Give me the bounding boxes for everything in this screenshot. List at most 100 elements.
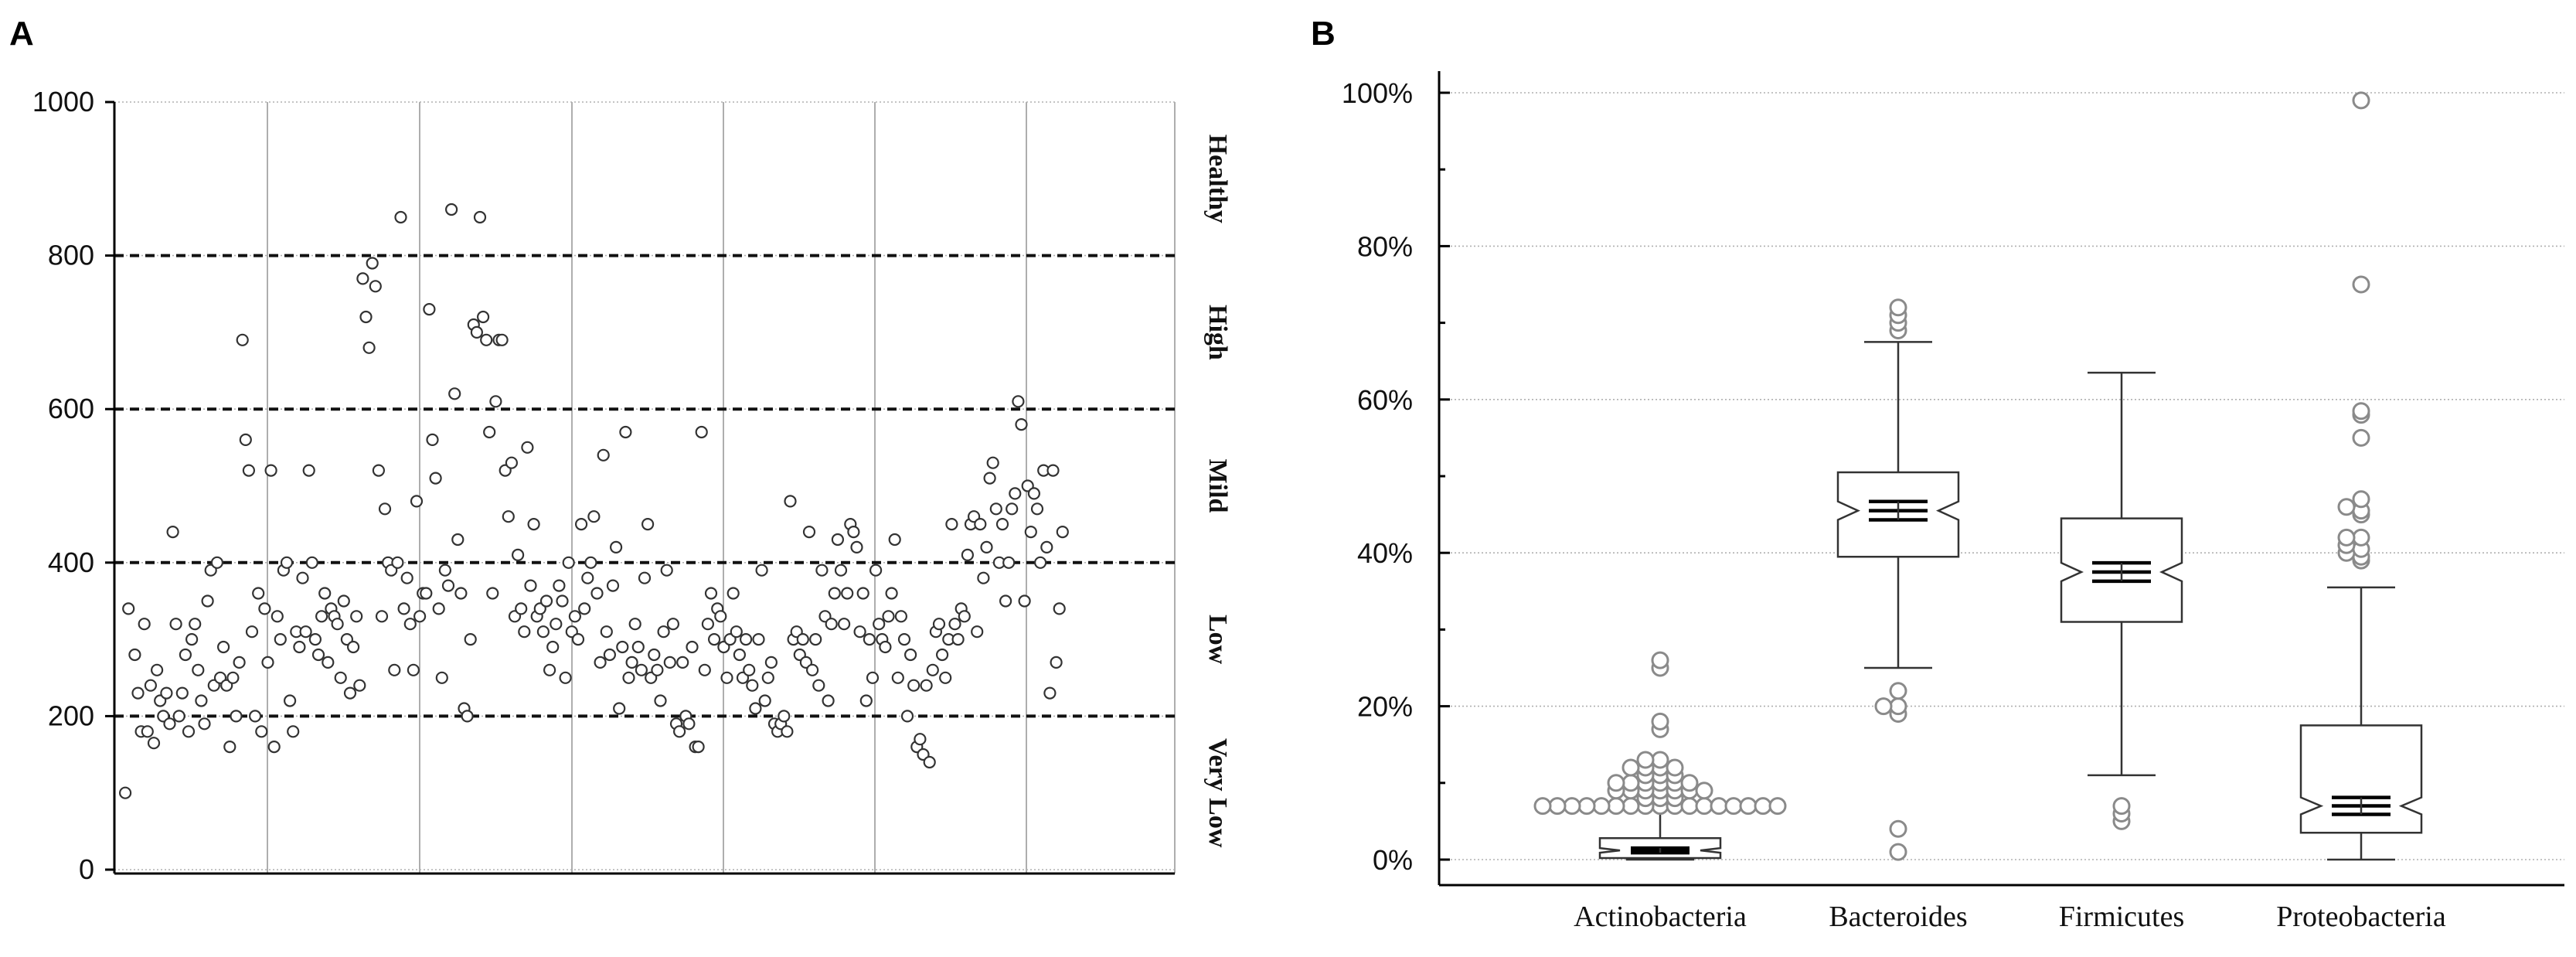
y-tick-label: 20%	[1357, 691, 1413, 723]
data-point	[388, 663, 401, 676]
data-point	[980, 540, 993, 554]
data-point	[334, 671, 347, 684]
data-point	[473, 210, 487, 224]
data-point	[495, 333, 509, 346]
outlier-point	[1577, 797, 1596, 816]
data-point	[1002, 556, 1016, 569]
data-point	[141, 725, 154, 738]
data-point	[739, 632, 753, 646]
data-point	[590, 587, 604, 600]
data-point	[407, 663, 420, 676]
data-point	[166, 525, 179, 539]
panel-a: A 0 200 400 600 800 1000 Healthy High Mild Low Ve…	[9, 15, 1232, 885]
outlier-point	[2112, 797, 2131, 816]
outlier-point	[1621, 774, 1640, 792]
data-point	[885, 587, 898, 600]
data-point	[761, 671, 774, 684]
data-point	[1027, 487, 1041, 500]
data-point	[923, 755, 936, 769]
data-point	[1056, 525, 1069, 539]
data-point	[651, 663, 664, 676]
data-point	[971, 625, 984, 639]
data-point	[423, 303, 436, 316]
data-point	[704, 587, 718, 600]
outlier-point	[1739, 797, 1758, 816]
outlier-point	[1695, 782, 1713, 800]
data-point	[454, 587, 468, 600]
data-point	[676, 656, 689, 669]
outlier-point	[2352, 528, 2370, 547]
data-point	[562, 556, 575, 569]
outlier-point	[1607, 797, 1625, 816]
data-point	[185, 632, 199, 646]
data-point	[834, 564, 848, 577]
outlier-point	[2337, 528, 2356, 547]
data-point	[331, 618, 344, 631]
outlier-point	[1533, 797, 1552, 816]
data-point	[400, 571, 413, 584]
data-point	[429, 472, 442, 485]
data-point	[809, 632, 822, 646]
panel-b-category-labels: Actinobacteria Bacteroides Firmicutes Prote…	[1574, 901, 2446, 933]
outlier-point	[1621, 797, 1640, 816]
data-point	[410, 495, 424, 508]
data-point	[692, 740, 705, 754]
data-point	[778, 710, 791, 723]
data-point	[464, 632, 477, 646]
data-point	[625, 656, 638, 669]
data-point	[448, 387, 461, 400]
category-label: Actinobacteria	[1574, 901, 1747, 933]
data-point	[672, 725, 686, 738]
data-point	[403, 618, 417, 631]
data-point	[527, 517, 540, 531]
outlier-point	[1680, 774, 1699, 792]
data-point	[397, 602, 410, 615]
data-point	[1009, 487, 1022, 500]
data-point	[727, 587, 740, 600]
data-point	[486, 587, 499, 600]
data-point	[882, 610, 895, 623]
box-proteobacteria	[2299, 91, 2423, 861]
outlier-point	[1889, 819, 1907, 838]
y-tick-label: 40%	[1357, 537, 1413, 569]
data-point	[305, 556, 318, 569]
data-point	[223, 740, 237, 754]
data-point	[935, 648, 949, 662]
data-point	[1030, 502, 1044, 516]
data-point	[189, 618, 202, 631]
data-point	[451, 533, 464, 547]
data-point	[597, 448, 610, 461]
data-point	[195, 694, 208, 707]
data-point	[518, 625, 531, 639]
outlier-point	[2352, 490, 2370, 509]
data-point	[556, 594, 569, 608]
data-point	[584, 556, 597, 569]
data-point	[714, 610, 727, 623]
data-point	[900, 710, 914, 723]
data-point	[999, 594, 1012, 608]
y-tick-label: 60%	[1357, 384, 1413, 416]
data-point	[631, 640, 645, 654]
box-body	[2299, 724, 2423, 834]
data-point	[559, 671, 572, 684]
data-point	[353, 679, 366, 692]
data-point	[701, 618, 715, 631]
data-point	[758, 694, 771, 707]
outlier-point	[1651, 651, 1669, 669]
data-point	[841, 587, 854, 600]
data-point	[413, 610, 427, 623]
data-point	[233, 656, 246, 669]
data-point	[657, 625, 670, 639]
data-point	[733, 648, 747, 662]
category-label: Bacteroides	[1829, 901, 1967, 933]
data-point	[641, 517, 655, 531]
data-point	[613, 702, 626, 715]
data-point	[825, 618, 838, 631]
data-point	[879, 640, 892, 654]
data-point	[1046, 464, 1060, 477]
data-point	[958, 610, 971, 623]
data-point	[948, 618, 961, 631]
data-point	[255, 725, 268, 738]
data-point	[1012, 395, 1025, 408]
data-point	[587, 510, 601, 523]
